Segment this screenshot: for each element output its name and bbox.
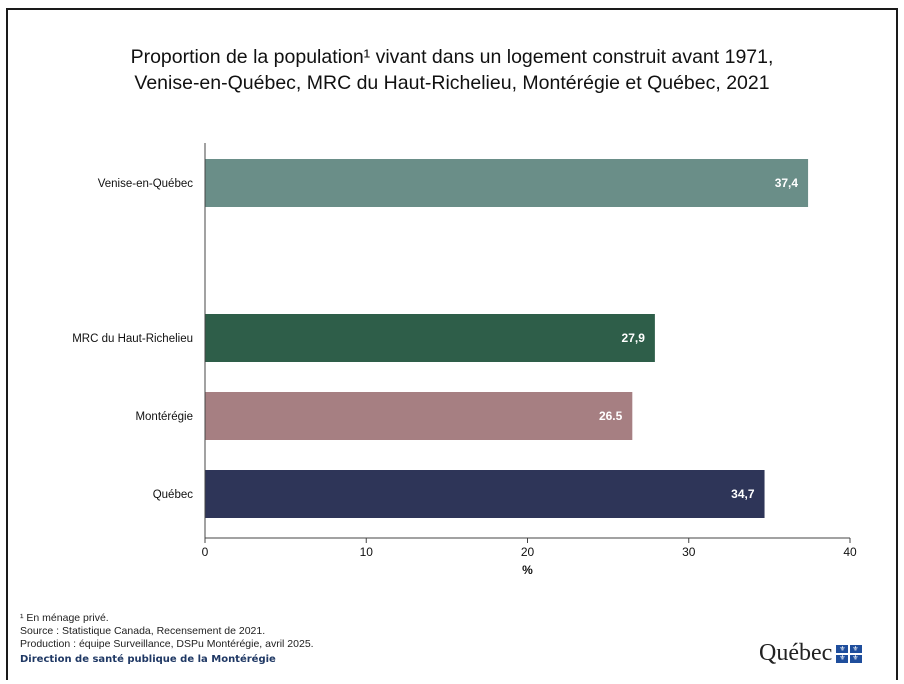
category-label: Montérégie [135, 411, 193, 423]
fleurdelise-flag-icon: ⚜ ⚜ ⚜ ⚜ [836, 644, 863, 663]
x-tick-label: 0 [202, 545, 209, 559]
chart-title-line-2: Venise-en-Québec, MRC du Haut-Richelieu,… [134, 72, 770, 94]
x-axis-title: % [522, 563, 533, 577]
quebec-logo-text: Québec [759, 640, 833, 666]
slide-frame [6, 8, 898, 680]
bar [205, 314, 655, 362]
x-tick-label: 20 [521, 545, 535, 559]
category-label: Québec [153, 489, 194, 501]
bar [205, 159, 809, 207]
footer: ¹ En ménage privé. Source : Statistique … [20, 612, 314, 666]
chart-title-line-1: Proportion de la population¹ vivant dans… [130, 46, 774, 68]
bar-value-label: 26.5 [599, 409, 623, 423]
bar [205, 392, 633, 440]
bar-value-label: 27,9 [622, 331, 646, 345]
footnote: ¹ En ménage privé. [20, 612, 109, 624]
bar-value-label: 34,7 [731, 487, 755, 501]
x-tick-label: 40 [843, 545, 857, 559]
quebec-logo: Québec ⚜ ⚜ ⚜ ⚜ [759, 640, 863, 667]
source-text: Source : Statistique Canada, Recensement… [20, 625, 266, 637]
x-tick-label: 30 [682, 545, 696, 559]
bar-value-label: 37,4 [775, 176, 799, 190]
chart-title: Proportion de la population¹ vivant dans… [0, 44, 904, 96]
production-text: Production : équipe Surveillance, DSPu M… [20, 638, 314, 650]
x-tick-label: 10 [360, 545, 374, 559]
direction-text: Direction de santé publique de la Montér… [20, 654, 276, 665]
bar [205, 470, 765, 518]
category-label: Venise-en-Québec [98, 178, 194, 190]
bar-chart: 37,4 Venise-en-Québec 27,9 MRC du Haut-Rich… [72, 143, 857, 577]
category-label: MRC du Haut-Richelieu [72, 333, 193, 345]
